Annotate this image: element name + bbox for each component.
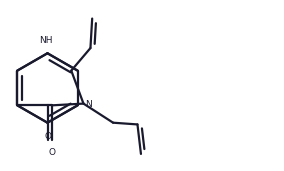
Text: N: N bbox=[85, 100, 92, 109]
Text: O: O bbox=[45, 132, 52, 141]
Text: O: O bbox=[49, 148, 56, 157]
Text: NH: NH bbox=[39, 36, 52, 45]
